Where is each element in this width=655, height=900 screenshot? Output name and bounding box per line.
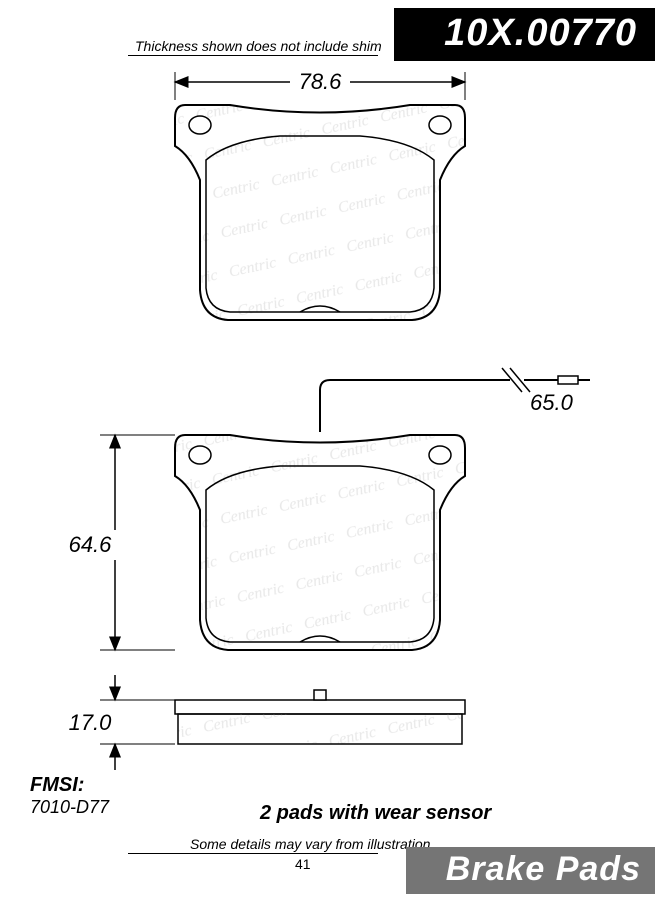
height-dimension: 64.6 bbox=[69, 435, 175, 650]
pads-note: 2 pads with wear sensor bbox=[260, 802, 491, 825]
fmsi-label: FMSI: bbox=[30, 774, 109, 797]
sensor-length-value: 65.0 bbox=[530, 390, 574, 415]
height-value: 64.6 bbox=[69, 532, 113, 557]
width-value: 78.6 bbox=[299, 69, 343, 94]
header-underline bbox=[128, 55, 378, 56]
thickness-dimension: 17.0 bbox=[69, 675, 175, 770]
wear-sensor-wire: 65.0 bbox=[320, 368, 590, 432]
brake-pad-top bbox=[175, 105, 465, 320]
category-banner: Brake Pads bbox=[406, 847, 655, 894]
footer-overline bbox=[128, 853, 378, 854]
brake-pad-side-view bbox=[175, 690, 465, 744]
page-number: 41 bbox=[295, 856, 311, 872]
fmsi-code: 7010-D77 bbox=[30, 797, 109, 818]
part-number-banner: 10X.00770 bbox=[394, 8, 655, 61]
brake-pad-bottom bbox=[175, 435, 465, 650]
thickness-note: Thickness shown does not include shim bbox=[135, 38, 382, 54]
fmsi-block: FMSI: 7010-D77 bbox=[30, 774, 109, 818]
thickness-value: 17.0 bbox=[69, 710, 113, 735]
width-dimension: 78.6 bbox=[175, 69, 465, 100]
technical-drawing: Centric 78.6 65.0 bbox=[0, 60, 655, 840]
details-note: Some details may vary from illustration bbox=[190, 836, 430, 852]
